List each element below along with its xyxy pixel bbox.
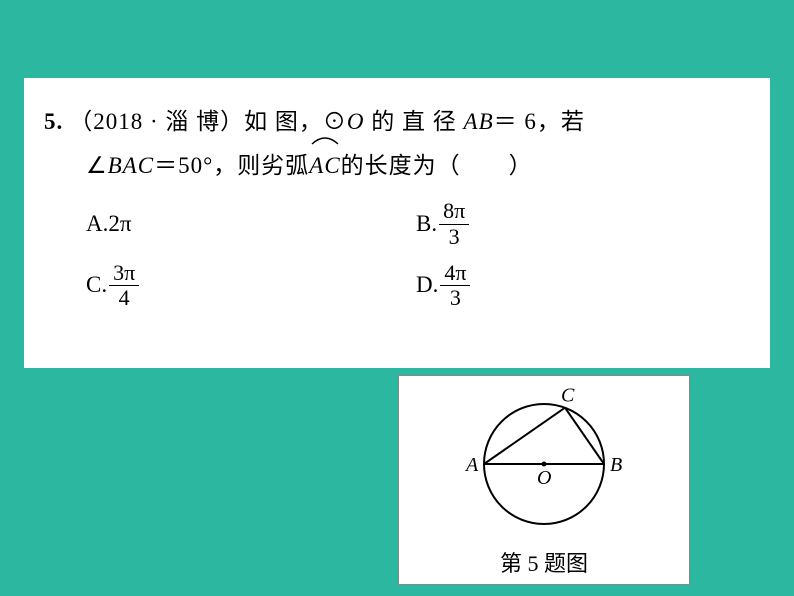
source: （2018 · 淄 博） (69, 109, 244, 134)
option-a-val: 2π (108, 211, 131, 237)
arc-ac: AC (309, 144, 340, 188)
t2: 的 直 径 (365, 109, 464, 134)
bac: BAC (108, 153, 154, 178)
t1: 如 图，⊙ (244, 109, 347, 134)
t3: 的长度为（ ） (341, 153, 533, 178)
ab: AB (464, 109, 494, 134)
option-d-frac: 4π 3 (440, 261, 470, 310)
eq50: ＝50°，则劣弧 (154, 153, 309, 178)
option-b-num: 8π (439, 199, 469, 224)
option-c: C. 3π 4 (86, 261, 416, 310)
option-d-label: D. (416, 272, 438, 298)
question-line-2: ∠BAC＝50°，则劣弧AC的长度为（ ） (86, 144, 740, 188)
question-line-1: 5. （2018 · 淄 博）如 图，⊙O 的 直 径 AB＝ 6，若 (44, 100, 740, 144)
svg-text:A: A (464, 454, 479, 476)
option-b-den: 3 (445, 225, 464, 249)
option-b-label: B. (416, 211, 437, 237)
option-c-frac: 3π 4 (109, 261, 139, 310)
circle-o: O (347, 109, 365, 134)
option-c-num: 3π (109, 261, 139, 286)
figure-box: A B C O 第 5 题图 (398, 375, 690, 585)
svg-text:B: B (610, 454, 622, 476)
option-d-num: 4π (440, 261, 470, 286)
ac-text: AC (309, 153, 340, 178)
option-b: B. 8π 3 (416, 199, 471, 248)
option-d-den: 3 (446, 286, 465, 310)
svg-text:O: O (537, 467, 551, 489)
option-a: A. 2π (86, 199, 416, 248)
option-b-frac: 8π 3 (439, 199, 469, 248)
options-row-2: C. 3π 4 D. 4π 3 (86, 261, 740, 310)
svg-text:C: C (561, 385, 575, 407)
options-row-1: A. 2π B. 8π 3 (86, 199, 740, 248)
angle-sym: ∠ (86, 153, 108, 178)
option-a-label: A. (86, 211, 108, 237)
question-box: 5. （2018 · 淄 博）如 图，⊙O 的 直 径 AB＝ 6，若 ∠BAC… (24, 78, 770, 368)
figure-caption: 第 5 题图 (399, 546, 689, 578)
option-d: D. 4π 3 (416, 261, 472, 310)
eq6: ＝ 6，若 (494, 109, 585, 134)
option-c-den: 4 (115, 286, 134, 310)
circle-diagram-icon: A B C O (434, 384, 654, 544)
arc-mark-icon (310, 134, 340, 146)
question-number: 5. (44, 100, 63, 144)
option-c-label: C. (86, 272, 107, 298)
